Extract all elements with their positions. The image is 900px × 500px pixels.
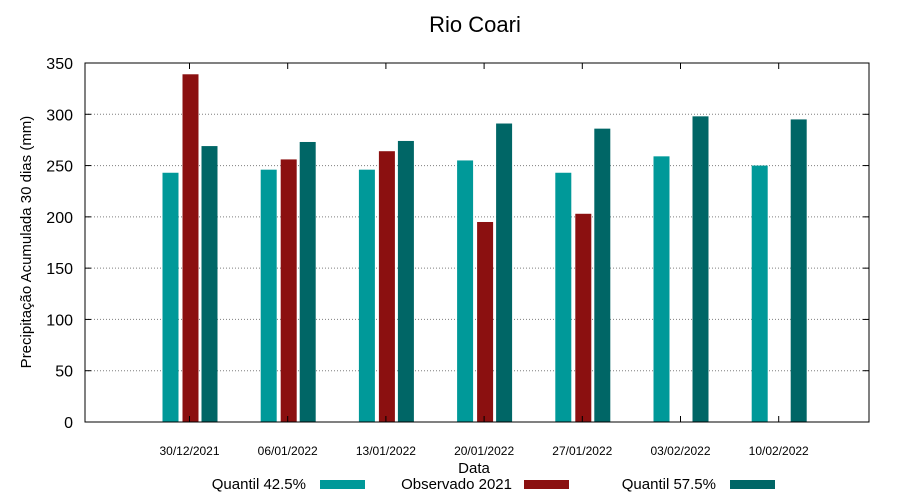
bar — [358, 169, 375, 422]
bar — [162, 172, 179, 422]
bar — [575, 213, 592, 422]
legend-label: Observado 2021 — [401, 476, 512, 493]
bar — [397, 140, 414, 422]
bar — [653, 156, 670, 422]
bar — [790, 119, 807, 423]
bars — [162, 74, 807, 423]
legend-swatch — [320, 480, 365, 489]
y-tick-label: 150 — [46, 261, 73, 278]
bar — [260, 169, 277, 422]
x-tick-label: 06/01/2022 — [258, 444, 318, 458]
y-tick-label: 250 — [46, 159, 73, 176]
legend-swatch — [524, 480, 569, 489]
y-axis-label: Precipitação Acumulada 30 dias (mm) — [18, 116, 35, 369]
bar — [477, 221, 494, 422]
bar — [751, 165, 768, 423]
x-tick-label: 13/01/2022 — [356, 444, 416, 458]
y-tick-label: 300 — [46, 107, 73, 124]
x-tick-label: 27/01/2022 — [552, 444, 612, 458]
y-tick-label: 350 — [46, 56, 73, 73]
x-tick-label: 20/01/2022 — [454, 444, 514, 458]
bar — [692, 116, 709, 422]
bar — [182, 74, 199, 422]
chart-title: Rio Coari — [429, 12, 521, 37]
y-tick-label: 200 — [46, 210, 73, 227]
x-tick-label: 30/12/2021 — [159, 444, 219, 458]
bar — [496, 123, 513, 422]
y-tick-label: 0 — [64, 415, 73, 432]
bar — [201, 146, 218, 422]
x-axis-label: Data — [458, 460, 490, 477]
legend: Quantil 42.5% Observado 2021 Quantil 57.5% — [212, 476, 775, 493]
x-tick-label: 03/02/2022 — [650, 444, 710, 458]
x-tick-label: 10/02/2022 — [749, 444, 809, 458]
bar — [378, 151, 395, 422]
legend-label: Quantil 42.5% — [212, 476, 306, 493]
plot-frame — [84, 62, 870, 423]
x-axis-ticks: 30/12/2021 06/01/2022 13/01/2022 20/01/2022… — [159, 63, 809, 458]
legend-label: Quantil 57.5% — [622, 476, 716, 493]
bar — [299, 141, 316, 423]
y-tick-label: 100 — [46, 312, 73, 329]
bar — [280, 159, 297, 422]
y-axis-ticks: 0 50 100 150 200 250 300 350 — [46, 56, 869, 432]
legend-swatch — [730, 480, 775, 489]
bar — [457, 160, 474, 422]
y-tick-label: 50 — [55, 364, 73, 381]
bar — [555, 172, 572, 422]
bar — [594, 128, 611, 422]
